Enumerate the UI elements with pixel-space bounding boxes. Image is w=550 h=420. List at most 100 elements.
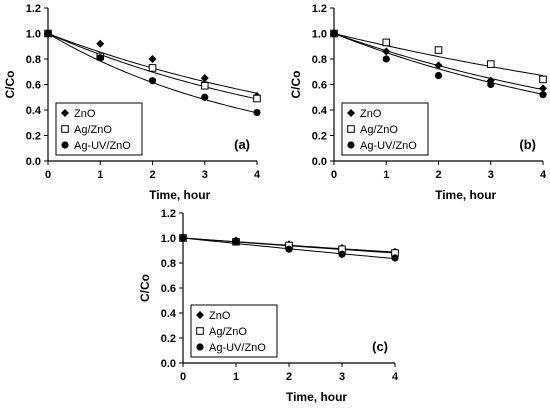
y-axis-label: C/Co xyxy=(138,274,152,302)
x-tick-label: 1 xyxy=(233,371,239,383)
data-point xyxy=(253,108,261,117)
y-axis-label: C/Co xyxy=(3,71,17,99)
x-axis-label: Time, hour xyxy=(435,188,496,202)
chart-panel-3: 0.0 0.2 0.4 0.6 0.8 1.0 1.2 0 1 2 3 4 Time, hour C/Co… xyxy=(138,208,399,404)
y-tick-label: 1.2 xyxy=(312,3,327,15)
y-tick-label: 0.6 xyxy=(26,80,41,92)
y-tick-label: 0.8 xyxy=(312,54,327,66)
data-point xyxy=(232,238,240,246)
legend-entry-label: Ag-UV/ZnO xyxy=(209,342,266,354)
y-tick-label: 0.4 xyxy=(26,105,42,117)
x-tick-label: 4 xyxy=(392,371,399,383)
legend: ZnO Ag/ZnO Ag-UV/ZnO xyxy=(341,102,429,156)
panel-label: (a) xyxy=(234,137,250,152)
x-tick-label: 3 xyxy=(339,371,345,383)
data-point xyxy=(148,77,157,85)
fit-curve-ag-zno xyxy=(47,33,258,100)
chart-panel-2: 0.0 0.2 0.4 0.6 0.8 1.0 1.2 0 1 2 3 4 Time, hour C/Co… xyxy=(289,3,547,202)
data-point xyxy=(382,38,391,47)
panel-label: (b) xyxy=(519,137,536,152)
y-tick-label: 0.0 xyxy=(161,358,176,370)
data-point xyxy=(330,29,338,38)
data-point xyxy=(486,60,495,68)
data-point xyxy=(338,250,346,258)
legend-entry-label: Ag-UV/ZnO xyxy=(360,140,417,152)
legend-box xyxy=(341,102,429,156)
x-tick-label: 2 xyxy=(149,169,155,181)
data-point xyxy=(148,55,157,63)
y-tick-label: 1.0 xyxy=(26,29,41,41)
legend-entry-label: ZnO xyxy=(209,310,231,322)
y-tick-label: 0.2 xyxy=(161,333,176,345)
data-point xyxy=(382,55,390,63)
data-point xyxy=(382,47,391,56)
data-point xyxy=(539,91,547,99)
data-point xyxy=(148,64,157,72)
y-tick-label: 0.2 xyxy=(312,131,327,143)
legend-entry-label: Ag/ZnO xyxy=(74,124,112,136)
legend-box xyxy=(190,304,278,358)
y-tick-label: 0.6 xyxy=(312,80,327,92)
x-tick-label: 4 xyxy=(540,169,547,181)
y-tick-label: 1.2 xyxy=(161,208,176,220)
x-tick-label: 4 xyxy=(254,169,261,181)
legend-marker xyxy=(347,109,355,117)
legend-marker xyxy=(196,343,204,351)
y-tick-label: 1.0 xyxy=(312,29,327,41)
legend-entry-label: ZnO xyxy=(74,108,96,120)
legend-marker xyxy=(61,109,69,117)
legend-entry-label: Ag/ZnO xyxy=(360,124,398,136)
x-tick-label: 2 xyxy=(286,371,292,383)
data-point xyxy=(434,46,443,54)
legend-marker xyxy=(347,141,355,149)
y-tick-label: 0.4 xyxy=(161,308,177,320)
x-tick-label: 1 xyxy=(97,169,103,181)
x-tick-label: 0 xyxy=(180,371,186,383)
x-tick-label: 3 xyxy=(202,169,208,181)
y-tick-label: 0.0 xyxy=(312,156,327,168)
legend-box xyxy=(55,102,143,156)
x-axis-label: Time, hour xyxy=(149,188,210,202)
data-point xyxy=(44,29,52,38)
legend-entry-label: Ag/ZnO xyxy=(209,326,247,338)
data-point xyxy=(200,81,209,90)
data-point xyxy=(539,75,547,84)
legend-marker xyxy=(196,311,204,319)
x-tick-label: 2 xyxy=(435,169,441,181)
legend-marker xyxy=(61,125,69,133)
legend-entry-label: Ag-UV/ZnO xyxy=(74,140,131,152)
x-tick-label: 0 xyxy=(45,169,51,181)
y-tick-label: 0.8 xyxy=(161,258,176,270)
x-tick-label: 1 xyxy=(383,169,389,181)
data-point xyxy=(487,80,495,89)
data-point xyxy=(201,93,209,101)
y-tick-label: 1.2 xyxy=(26,3,41,15)
chart-panel-1: 0.0 0.2 0.4 0.6 0.8 1.0 1.2 0 1 2 3 4 Time, hour C/Co… xyxy=(3,3,261,202)
data-point xyxy=(200,74,209,83)
data-point xyxy=(539,84,547,93)
data-point xyxy=(391,254,399,262)
y-tick-label: 0.0 xyxy=(26,156,41,168)
y-tick-label: 0.6 xyxy=(161,283,176,295)
legend-marker xyxy=(61,141,69,149)
y-tick-label: 1.0 xyxy=(161,233,176,245)
legend: ZnO Ag/ZnO Ag-UV/ZnO xyxy=(190,304,278,358)
legend-marker xyxy=(347,125,355,133)
x-axis-label: Time, hour xyxy=(286,390,347,404)
legend: ZnO Ag/ZnO Ag-UV/ZnO xyxy=(55,102,143,156)
data-point xyxy=(434,71,443,80)
data-point xyxy=(253,94,261,103)
y-tick-label: 0.4 xyxy=(312,105,328,117)
panel-label: (c) xyxy=(372,339,388,354)
data-point xyxy=(434,61,443,70)
x-tick-label: 0 xyxy=(331,169,337,181)
legend-entry-label: ZnO xyxy=(360,108,382,120)
fit-curve-ag-zno xyxy=(333,33,544,77)
data-point xyxy=(96,39,105,48)
data-point xyxy=(96,54,104,62)
x-tick-label: 3 xyxy=(488,169,494,181)
y-tick-label: 0.8 xyxy=(26,54,41,66)
y-tick-label: 0.2 xyxy=(26,131,41,143)
y-axis-label: C/Co xyxy=(289,71,303,99)
